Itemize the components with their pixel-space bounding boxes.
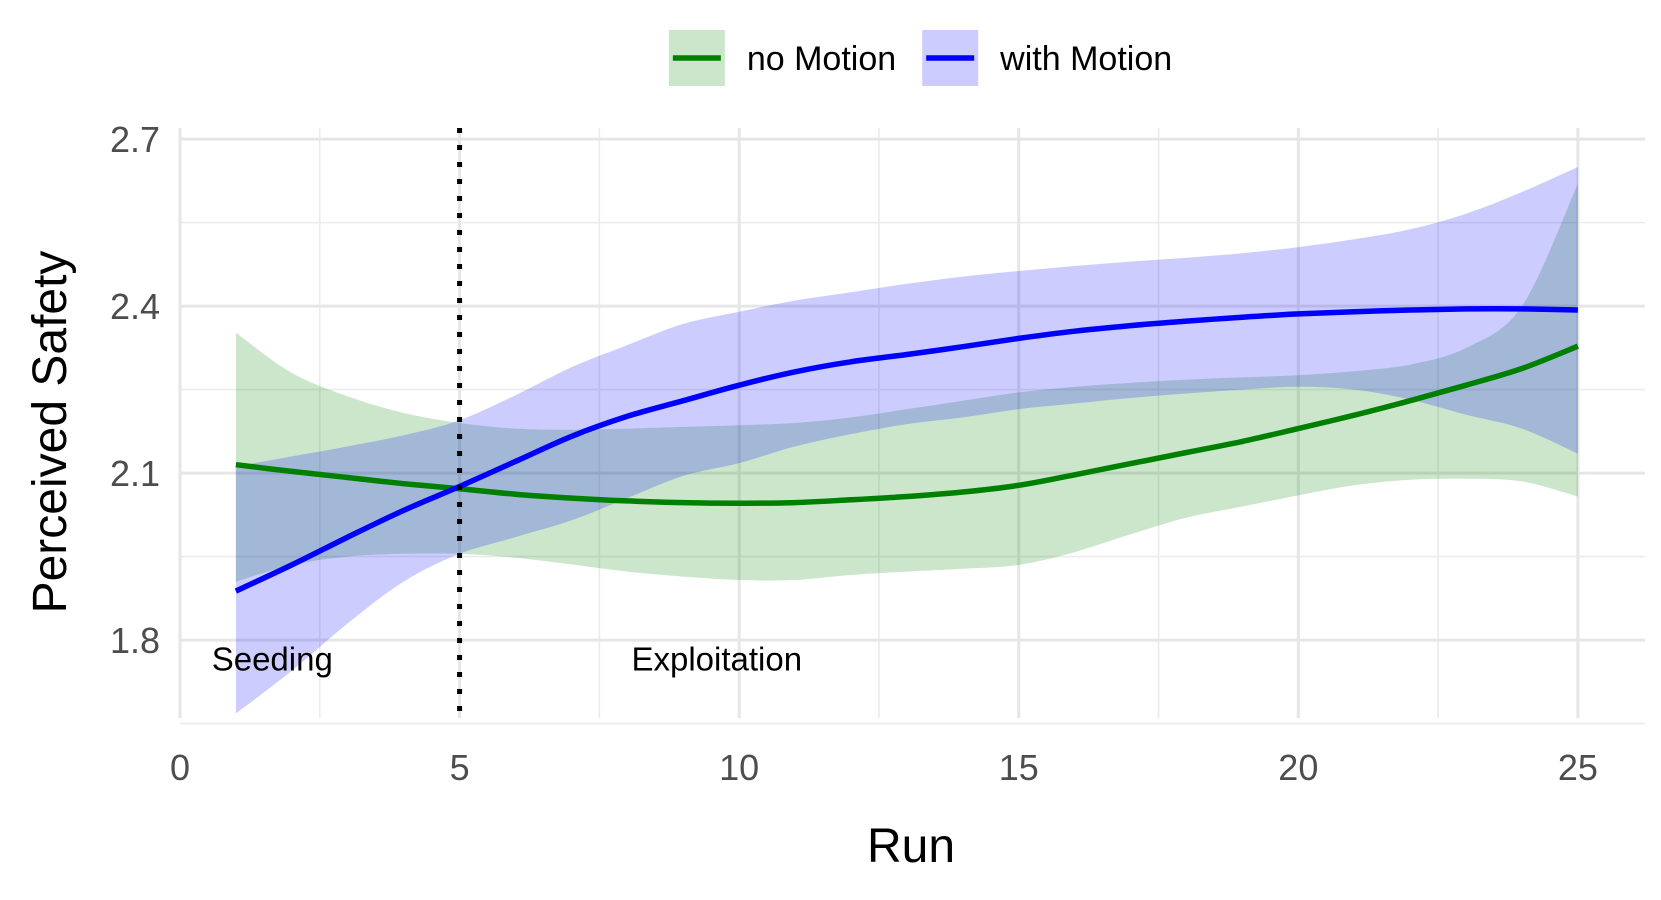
y-tick-label: 2.1: [110, 453, 160, 494]
x-tick-label: 20: [1278, 747, 1318, 788]
x-tick-label: 0: [170, 747, 190, 788]
confidence-band-no-motion: [235, 183, 1578, 582]
y-tick-label: 2.7: [110, 119, 160, 160]
y-tick-label: 2.4: [110, 286, 160, 327]
y-axis-ticks: 1.8 2.1 2.4 2.7: [110, 119, 160, 661]
confidence-band-with-motion: [235, 167, 1578, 714]
x-axis-ticks: 0 5 10 15 20 25: [170, 747, 1598, 788]
x-tick-label: 15: [999, 747, 1039, 788]
x-tick-label: 25: [1558, 747, 1598, 788]
grid-lines: [178, 128, 1645, 725]
legend: no Motion with Motion: [668, 30, 1172, 86]
x-axis-title: Run: [867, 820, 955, 873]
y-axis-title: Perceived Safety: [24, 251, 77, 614]
phase-annotations: Seeding Exploitation: [212, 641, 802, 678]
y-tick-label: 1.8: [110, 620, 160, 661]
legend-label-with-motion: with Motion: [999, 40, 1172, 78]
x-tick-label: 5: [450, 747, 470, 788]
annotation-exploitation: Exploitation: [631, 641, 802, 678]
legend-label-no-motion: no Motion: [747, 40, 896, 78]
annotation-seeding: Seeding: [212, 641, 333, 678]
x-tick-label: 10: [719, 747, 759, 788]
confidence-bands: [235, 167, 1578, 714]
